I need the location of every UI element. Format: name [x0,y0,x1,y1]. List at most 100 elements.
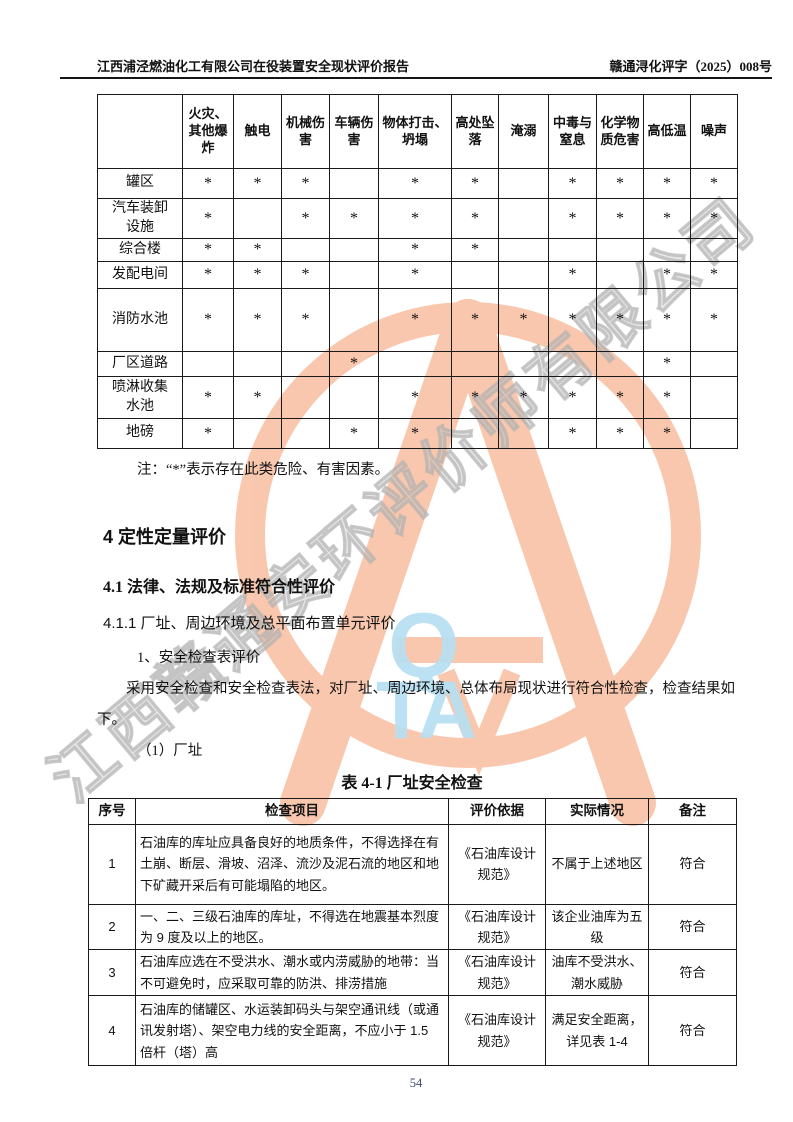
hazard-mark-cell: * [378,168,452,199]
hazard-mark-cell: * [281,288,330,352]
hazard-mark-cell [690,418,738,449]
hazard-mark-cell: * [329,351,379,377]
check-cell-actual: 该企业油库为五级 [545,903,649,951]
hazard-mark-cell: * [182,168,234,199]
check-cell-remark: 符合 [648,949,737,997]
hazard-mark-cell: * [451,168,499,199]
hazard-mark-cell: * [233,168,282,199]
hazard-table-body: 罐区 * * * * * * * * * 汽车装卸设施 * * * * * * * * * 综合楼 * * * * 发配电间 * * *… [97,168,738,449]
hazard-mark-cell: * [233,376,282,419]
hazard-mark-cell [690,376,738,419]
hazard-mark-cell [329,261,379,289]
hazard-row-label: 罐区 [97,168,183,199]
check-col-header: 序号 [88,798,136,825]
page-content: 江西浦泾燃油化工有限公司在役装置安全现状评价报告 赣通浔化评字（2025）008… [60,59,772,1091]
hazard-mark-cell: * [233,238,282,262]
hazard-mark-cell: * [378,288,452,352]
hazard-mark-cell: * [451,198,499,239]
hazard-col-header: 触电 [233,94,282,169]
hazard-mark-cell [233,351,282,377]
hazard-mark-cell: * [548,168,597,199]
hazard-mark-cell: * [690,168,738,199]
hazard-mark-cell [690,351,738,377]
hazard-mark-cell: * [596,288,644,352]
hazard-col-header: 中毒与窒息 [548,94,597,169]
hazard-mark-cell: * [690,288,738,352]
hazard-mark-cell [498,351,549,377]
hazard-mark-cell: * [233,288,282,352]
check-cell-remark: 符合 [648,995,737,1067]
hazard-mark-cell [281,376,330,419]
hazard-mark-cell: * [548,198,597,239]
hazard-table-row: 地磅 * * * * * * [97,418,738,449]
check-cell-item: 一、二、三级石油库的库址，不得选在地震基本烈度为 9 度及以上的地区。 [135,903,449,951]
check-cell-basis: 《石油库设计规范》 [448,949,546,997]
hazard-mark-cell: * [548,376,597,419]
site-safety-check-table: 序号 检查项目 评价依据 实际情况 备注 1 石油库的库址应具备良好的地质条件，不得选择在… [88,798,737,1067]
check-cell-no: 1 [88,823,136,905]
hazard-mark-cell [281,351,330,377]
check-table-row: 2 一、二、三级石油库的库址，不得选在地震基本烈度为 9 度及以上的地区。 《石油库… [88,903,737,951]
hazard-mark-cell [548,351,597,377]
check-cell-basis: 《石油库设计规范》 [448,823,546,905]
hazard-row-label: 汽车装卸设施 [97,198,183,239]
hazard-mark-cell: * [451,376,499,419]
hazard-mark-cell: * [596,376,644,419]
hazard-mark-cell [281,418,330,449]
list-item-site: （1）厂址 [137,743,203,760]
hazard-row-label: 厂区道路 [97,351,183,377]
hazard-table-row: 汽车装卸设施 * * * * * * * * * [97,198,738,239]
check-cell-no: 3 [88,949,136,997]
hazard-mark-cell: * [182,198,234,239]
hazard-mark-cell: * [281,261,330,289]
page-number: 54 [409,1076,423,1091]
hazard-mark-cell: * [643,376,691,419]
hazard-row-label: 消防水池 [97,288,183,352]
check-col-header: 备注 [648,798,737,825]
check-cell-item: 石油库应选在不受洪水、潮水或内涝威胁的地带：当不可避免时，应采取可靠的防洪、排涝… [135,949,449,997]
section-heading-4: 4 定性定量评价 [103,527,227,547]
hazard-mark-cell [596,261,644,289]
hazard-mark-cell: * [329,418,379,449]
hazard-row-label: 综合楼 [97,238,183,262]
hazard-mark-cell: * [596,168,644,199]
hazard-mark-cell [378,351,452,377]
check-cell-remark: 符合 [648,903,737,951]
hazard-mark-cell: * [498,376,549,419]
hazard-table-row: 消防水池 * * * * * * * * * * [97,288,738,352]
hazard-mark-cell [329,238,379,262]
hazard-mark-cell: * [643,168,691,199]
hazard-mark-cell: * [643,261,691,289]
check-cell-basis: 《石油库设计规范》 [448,903,546,951]
hazard-col-header: 淹溺 [498,94,549,169]
hazard-col-header: 火灾、其他爆炸 [182,94,234,169]
hazard-mark-cell: * [596,418,644,449]
hazard-mark-cell [643,238,691,262]
check-header-row: 序号 检查项目 评价依据 实际情况 备注 [88,798,737,825]
check-cell-no: 4 [88,995,136,1067]
hazard-mark-cell: * [182,261,234,289]
hazard-factor-table: 火灾、其他爆炸 触电 机械伤害 车辆伤害 物体打击、坍塌 高处坠落 淹溺 中毒与窒息 化学物质危… [97,94,738,449]
hazard-col-header: 机械伤害 [281,94,330,169]
list-item-safety-checklist: 1、安全检查表评价 [137,650,261,666]
hazard-table-note: 注：“*”表示存在此类危险、有害因素。 [137,462,390,478]
check-cell-actual: 满足安全距离，详见表 1-4 [545,995,649,1067]
hazard-mark-cell [498,238,549,262]
hazard-table-row: 厂区道路 * * [97,351,738,377]
hazard-mark-cell [233,198,282,239]
hazard-mark-cell: * [548,288,597,352]
body-paragraph: 采用安全检查和安全检查表法，对厂址、周边环境、总体布局现状进行符合性检查，检查结… [97,681,735,729]
hazard-mark-cell: * [182,376,234,419]
hazard-col-header: 噪声 [690,94,738,169]
header-doc-number: 赣通浔化评字（2025）008号 [609,59,772,74]
check-table-head: 序号 检查项目 评价依据 实际情况 备注 [88,798,737,825]
hazard-mark-cell [281,238,330,262]
hazard-mark-cell: * [643,351,691,377]
hazard-mark-cell [329,288,379,352]
hazard-mark-cell [329,168,379,199]
hazard-mark-cell: * [451,238,499,262]
check-table-body: 1 石油库的库址应具备良好的地质条件，不得选择在有土崩、断层、滑坡、沼泽、流沙及泥… [88,823,737,1067]
hazard-mark-cell [182,351,234,377]
hazard-mark-cell: * [378,418,452,449]
